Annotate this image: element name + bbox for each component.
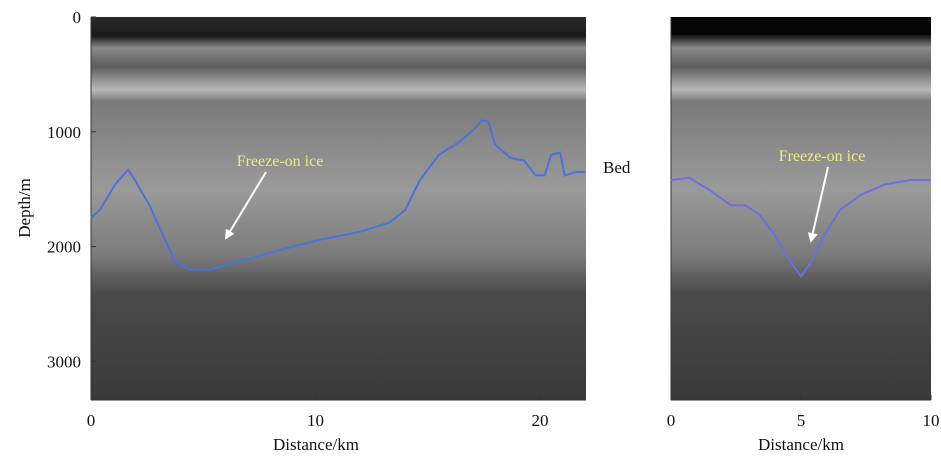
x-axis-label: Distance/km: [758, 435, 844, 454]
y-tick-label: 1000: [47, 123, 81, 142]
annotation: Freeze-on ice: [237, 153, 324, 170]
y-axis-label: Depth/m: [15, 178, 34, 238]
x-tick-label: 5: [797, 411, 806, 430]
bed-line: [670, 176, 931, 279]
annotation: Freeze-on ice: [779, 148, 866, 165]
x-tick-label: 10: [307, 411, 324, 430]
y-tick-label: 3000: [47, 352, 81, 371]
radargram: [671, 17, 931, 400]
x-tick-label: 10: [923, 411, 940, 430]
radargram-top: [671, 17, 931, 35]
annotation-arrow: [807, 166, 829, 243]
annotation-arrow: [224, 171, 267, 240]
x-tick-label: 0: [87, 411, 96, 430]
radargram: [91, 17, 586, 400]
series-label: Bed: [603, 158, 631, 177]
y-tick-label: 0: [73, 8, 82, 27]
x-tick-label: 20: [531, 411, 548, 430]
x-tick-label: 0: [667, 411, 676, 430]
bed-line: [90, 119, 585, 271]
y-tick-label: 2000: [47, 238, 81, 257]
x-axis-label: Distance/km: [273, 435, 359, 454]
